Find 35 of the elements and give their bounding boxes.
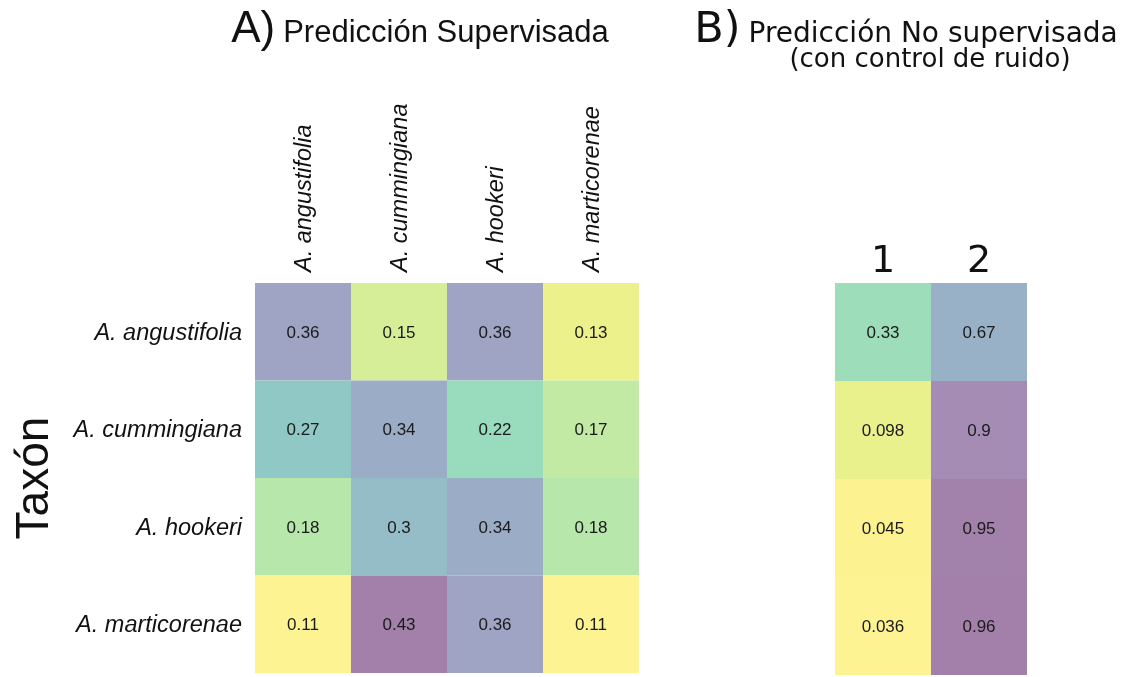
data-label: 0.15 [382,322,416,342]
data-label: 0.36 [478,322,512,342]
data-label: 0.17 [574,420,608,440]
data-label: 0.34 [382,420,416,440]
data-label: 0.11 [287,615,319,635]
data-label: 0.34 [478,517,512,537]
data-label: 0.27 [286,420,320,440]
x-tick-label: A. hookeri [482,165,509,274]
data-label: 0.36 [286,322,320,342]
y-tick-label: A. angustifolia [92,318,242,345]
data-label: 0.3 [387,517,411,537]
data-label: 0.11 [575,615,607,635]
data-label: 0.9 [967,420,991,440]
y-tick-label: A. marticorenae [74,611,242,638]
data-label: 0.33 [866,322,900,342]
x-tick-label: A. cummingiana [386,103,413,274]
data-label: 0.36 [478,615,512,635]
y-axis-title: Taxón [6,416,58,540]
x-tick-label: 2 [966,237,992,281]
y-tick-label: A. hookeri [134,513,243,540]
data-label: 0.036 [861,616,905,636]
y-tick-label: A. cummingiana [71,416,242,443]
data-label: 0.67 [962,322,996,342]
chart-title: A) Predicción Supervisada [231,2,610,51]
data-label: 0.43 [382,615,416,635]
x-tick-label: 1 [870,237,896,281]
data-label: 0.13 [574,322,608,342]
data-label: 0.098 [861,420,905,440]
data-label: 0.95 [962,518,996,538]
data-label: 0.045 [861,518,905,538]
data-label: 0.18 [574,517,608,537]
data-label: 0.18 [286,517,320,537]
x-tick-label: A. marticorenae [578,106,605,274]
data-label: 0.22 [478,420,512,440]
data-label: 0.96 [962,616,996,636]
